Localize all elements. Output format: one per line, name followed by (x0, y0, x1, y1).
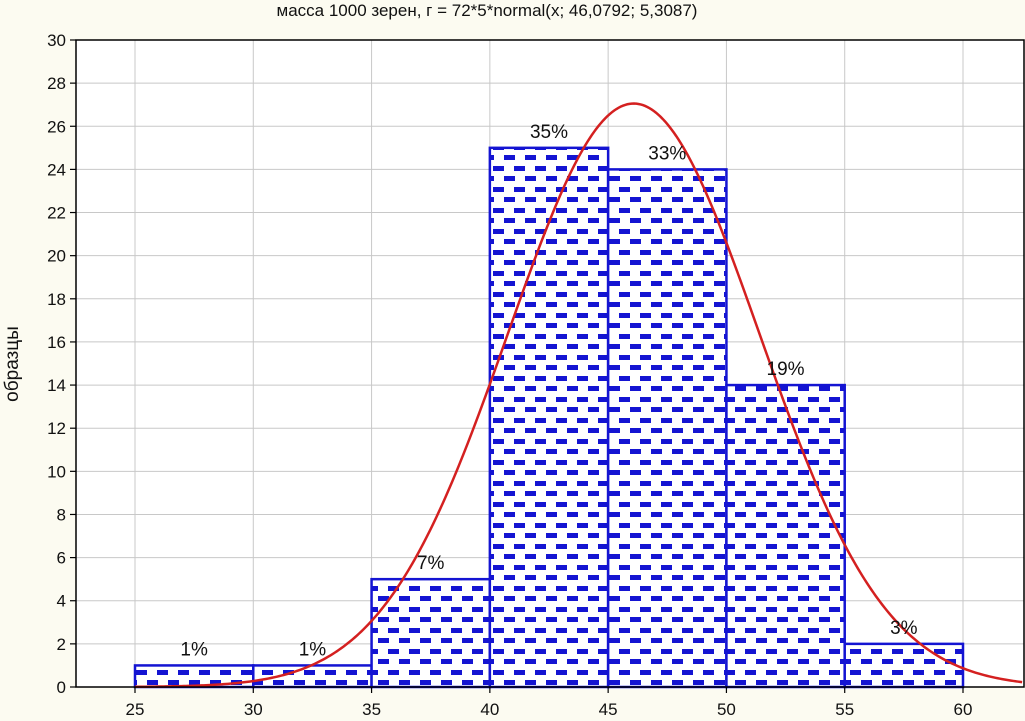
y-tick-label: 24 (47, 160, 66, 179)
y-tick-label: 4 (57, 592, 66, 611)
bar-percent-label: 19% (767, 359, 805, 380)
y-tick-label: 16 (47, 333, 66, 352)
x-tick-label: 60 (954, 700, 973, 719)
chart-title: масса 1000 зерен, г = 72*5*normal(x; 46,… (277, 1, 698, 20)
y-tick-label: 18 (47, 290, 66, 309)
histogram-bar (725, 383, 846, 689)
y-tick-label: 6 (57, 549, 66, 568)
x-tick-label: 35 (362, 700, 381, 719)
y-tick-label: 8 (57, 505, 66, 524)
bar-percent-label: 1% (299, 639, 327, 660)
histogram-bar (252, 664, 373, 689)
normal-fit-curve (134, 102, 1023, 689)
histogram-bars (133, 146, 965, 689)
x-tick-label: 40 (480, 700, 499, 719)
histogram-bar (843, 642, 965, 689)
x-tick-label: 30 (244, 700, 263, 719)
y-tick-label: 28 (47, 74, 66, 93)
y-tick-label: 10 (47, 462, 66, 481)
y-tick-label: 20 (47, 247, 66, 266)
x-tick-label: 25 (126, 700, 145, 719)
normal-curve-group (134, 102, 1023, 689)
y-tick-label: 26 (47, 117, 66, 136)
y-tick-label: 22 (47, 204, 66, 223)
y-axis-title: образцы (2, 326, 23, 402)
bar-labels: 1% 1% 7% 35% 33% 19% 3% (180, 122, 917, 661)
bar-percent-label: 3% (890, 618, 918, 639)
x-tick-label: 50 (717, 700, 736, 719)
bar-percent-label: 35% (530, 122, 568, 143)
y-tick-label: 0 (57, 678, 66, 697)
x-axis-ticks: 25 30 35 40 45 50 55 60 (126, 687, 973, 719)
x-tick-label: 55 (835, 700, 854, 719)
plot-frame (75, 39, 1025, 688)
y-tick-label: 30 (47, 31, 66, 50)
bar-percent-label: 33% (648, 143, 686, 164)
histogram-bar (370, 577, 492, 689)
x-tick-label: 45 (599, 700, 618, 719)
bar-percent-label: 7% (417, 553, 445, 574)
y-tick-label: 2 (57, 635, 66, 654)
histogram-bar (606, 168, 728, 689)
y-tick-label: 12 (47, 419, 66, 438)
histogram-bar (488, 146, 610, 689)
y-tick-label: 14 (47, 376, 66, 395)
bar-percent-label: 1% (180, 639, 208, 660)
